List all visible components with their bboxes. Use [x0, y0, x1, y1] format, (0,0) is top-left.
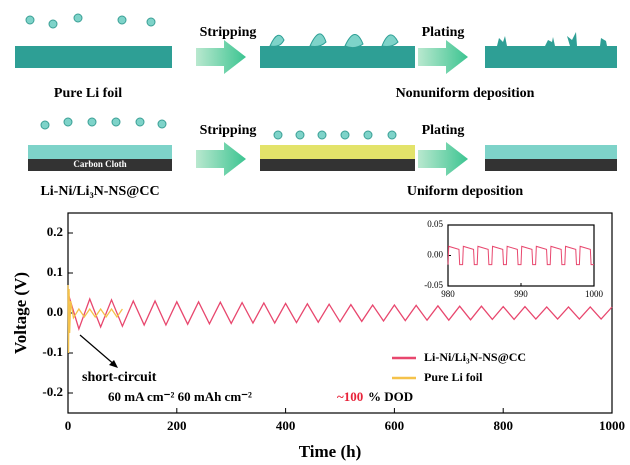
figure: Stripping Plating Pure Li foil Nonunifor…	[0, 0, 630, 465]
x-tick-label: 980	[441, 289, 455, 299]
annotation: short-circuit	[82, 370, 157, 385]
x-tick-label: 400	[276, 418, 296, 433]
stripped-foil	[260, 46, 415, 68]
x-tick-label: 0	[65, 418, 72, 433]
x-tick-label: 600	[385, 418, 405, 433]
plated-foil	[485, 46, 617, 68]
label: Stripping	[200, 25, 257, 40]
ions	[26, 14, 155, 28]
chart: Time (h) Voltage (V) short-circuit 60 mA…	[11, 213, 625, 461]
x-tick-label: 800	[493, 418, 513, 433]
label: Plating	[422, 25, 465, 40]
dendrites	[497, 32, 607, 46]
y-tick-label: 0.0	[47, 304, 63, 319]
y-tick-label: 0.2	[47, 224, 63, 239]
carbon-cloth	[260, 159, 415, 171]
schematic: Stripping Plating Pure Li foil Nonunifor…	[15, 14, 617, 199]
arrow	[196, 142, 246, 176]
label: Carbon Cloth	[73, 159, 126, 169]
y-axis-label: Voltage (V)	[11, 272, 30, 354]
stripped-layer	[260, 145, 415, 159]
arrow	[418, 142, 468, 176]
y-tick-label: -0.05	[424, 280, 443, 290]
y-tick-label: -0.2	[42, 384, 63, 399]
y-tick-label: 0.05	[427, 219, 443, 229]
page: {"schematic": {"stripping_top": "Strippi…	[0, 0, 630, 465]
x-tick-label: 200	[167, 418, 187, 433]
plated-layer	[485, 145, 617, 159]
annotation-arrow	[80, 335, 116, 366]
label: Plating	[422, 123, 465, 138]
label: Stripping	[200, 123, 257, 138]
arrow	[418, 40, 468, 74]
dendrite-cavities	[270, 34, 398, 48]
legend-label: Pure Li foil	[424, 370, 483, 384]
carbon-cloth	[485, 159, 617, 171]
label: Pure Li foil	[54, 86, 122, 101]
x-tick-label: 1000	[585, 289, 604, 299]
ions	[41, 118, 166, 129]
y-tick-label: -0.1	[42, 344, 63, 359]
x-axis-label: Time (h)	[299, 442, 362, 461]
annotation: ~100	[337, 389, 363, 404]
y-tick-label: 0.1	[47, 264, 63, 279]
legend-label: Li-Ni/Li₃N-NS@CC	[424, 350, 526, 364]
annotation: % DOD	[368, 389, 413, 404]
label: Li-Ni/Li₃N-NS@CC	[40, 184, 159, 199]
composite-layer	[28, 145, 172, 159]
li-foil	[15, 46, 172, 68]
y-tick-label: 0.00	[427, 250, 443, 260]
label: Uniform deposition	[407, 184, 524, 199]
arrow	[196, 40, 246, 74]
series-line	[68, 293, 612, 329]
annotation: 60 mA cm⁻² 60 mAh cm⁻²	[108, 389, 252, 404]
x-tick-label: 1000	[599, 418, 625, 433]
ions	[274, 131, 396, 139]
x-tick-label: 990	[514, 289, 528, 299]
label: Nonuniform deposition	[396, 86, 535, 101]
